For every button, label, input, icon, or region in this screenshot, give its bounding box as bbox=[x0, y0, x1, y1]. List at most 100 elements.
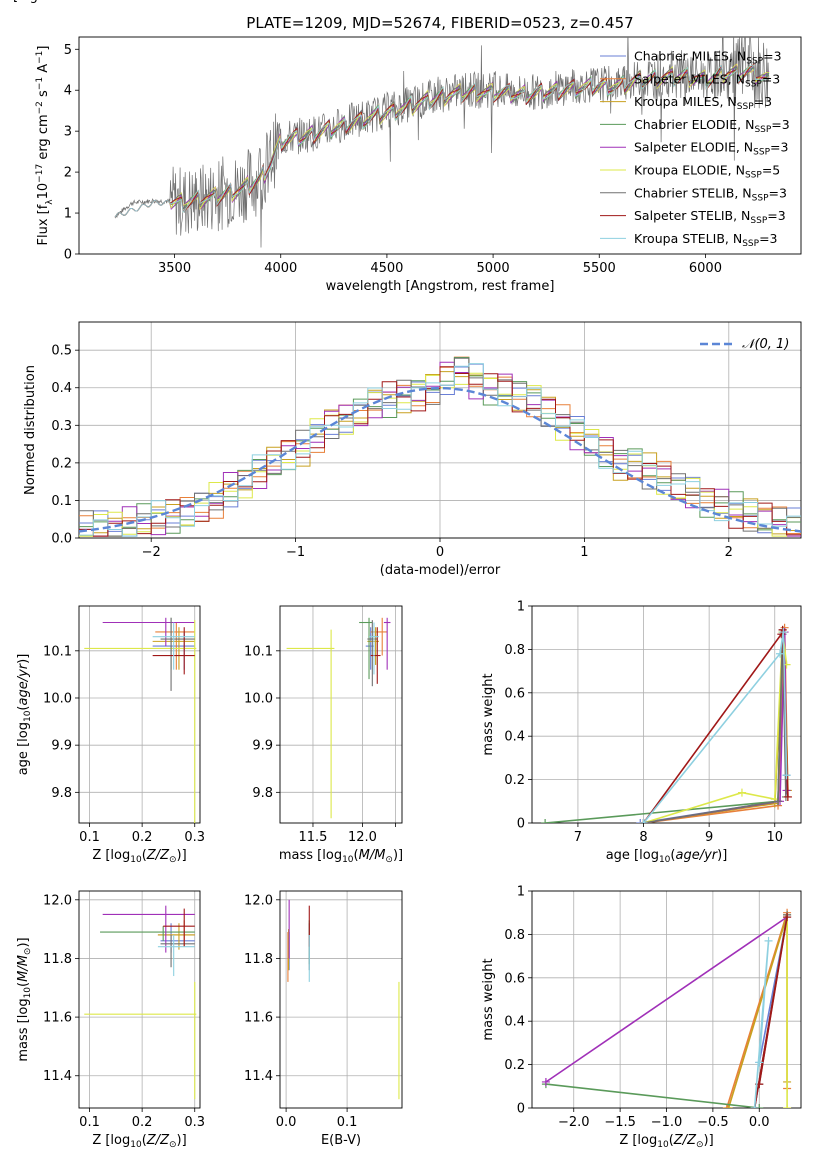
weight-marker bbox=[639, 819, 648, 823]
y-tick-label: 9.8 bbox=[51, 786, 72, 801]
x-tick-label: 0 bbox=[436, 545, 444, 560]
x-tick-label: 2 bbox=[725, 545, 733, 560]
y-tick-label: 2 bbox=[64, 166, 72, 181]
svg-text:Z [log: Z [log bbox=[0, 0, 38, 4]
histogram-salpeter-stelib bbox=[79, 366, 801, 537]
y-tick-label: 0 bbox=[517, 1102, 525, 1117]
residual-plot-area bbox=[79, 356, 801, 537]
y-tick-label: 11.6 bbox=[43, 1011, 72, 1026]
y-tick-label: 1 bbox=[517, 600, 525, 615]
y-tick-label: 0.6 bbox=[504, 971, 525, 986]
weight-marker bbox=[776, 649, 785, 658]
weight-marker bbox=[755, 1104, 764, 1108]
errorbar-kroupa-stelib bbox=[157, 934, 195, 977]
errorbar-salpeter-elodie bbox=[383, 617, 391, 670]
x-tick-label: −2 bbox=[142, 545, 161, 560]
errorbar-kroupa-miles bbox=[157, 923, 195, 950]
x-tick-label: 0.0 bbox=[276, 1115, 297, 1130]
weight-marker bbox=[783, 792, 792, 801]
y-tick-label: 0.2 bbox=[51, 456, 72, 471]
y-tick-label: 9.8 bbox=[252, 786, 273, 801]
errorbar-salpeter-miles bbox=[155, 622, 195, 670]
y-tick-label: 0.4 bbox=[51, 381, 72, 396]
y-tick-label: 11.6 bbox=[244, 1011, 273, 1026]
y-axis-label: mass weight bbox=[481, 958, 496, 1040]
y-axis-label: mass weight bbox=[481, 673, 496, 755]
weight-marker bbox=[722, 1104, 731, 1108]
y-tick-label: 0.5 bbox=[51, 344, 72, 359]
weight-line-kroupa-miles bbox=[727, 914, 788, 1108]
x-tick-label: 0.1 bbox=[337, 1115, 358, 1130]
panel-residuals: −2 −1 0 1 2 0.0 0.1 0.2 0.3 0.4 0.5 𝒩(0, 1) (data-mo… bbox=[23, 321, 802, 578]
panel-age-vs-mass: 11.5 12.0 9.8 9.9 10.0 10.1 mass [log10(M/M⊙)] bbox=[244, 605, 403, 865]
y-tick-label: 9.9 bbox=[51, 739, 72, 754]
errorbar-kroupa-elodie bbox=[286, 629, 335, 819]
x-axis-label: Z [log10(Z/Z⊙)] bbox=[92, 848, 186, 865]
x-axis-label: mass [log10(M/M⊙)] bbox=[279, 848, 403, 865]
x-tick-label: 0.2 bbox=[132, 1115, 153, 1130]
legend-label-chabrier-stelib: Chabrier STELIB, NSSP=3 bbox=[634, 185, 787, 203]
model-line-kroupa-elodie bbox=[114, 63, 770, 218]
weight-marker bbox=[764, 936, 773, 945]
legend-label-chabrier-elodie: Chabrier ELODIE, NSSP=3 bbox=[634, 117, 790, 135]
y-tick-label: 0.8 bbox=[504, 928, 525, 943]
x-tick-label: 4500 bbox=[370, 261, 403, 276]
weight-line-salpeter-elodie bbox=[545, 916, 788, 1083]
weight-line-chabrier-stelib bbox=[643, 629, 787, 823]
axes-frame bbox=[531, 890, 802, 1109]
weight-marker bbox=[737, 788, 746, 797]
legend-label-gaussian: 𝒩(0, 1) bbox=[742, 337, 789, 352]
y-tick-label: 0 bbox=[517, 817, 525, 832]
errorbar-chabrier-elodie bbox=[100, 926, 195, 941]
y-tick-label: 12.0 bbox=[244, 893, 273, 908]
model-line-kroupa-stelib bbox=[114, 64, 770, 218]
x-tick-label: 4000 bbox=[264, 261, 297, 276]
x-tick-label: 10 bbox=[766, 830, 783, 845]
panel-mass-vs-z: 0.1 0.2 0.3 11.4 11.6 11.8 12.0 Z [log10(Z/Z⊙)]… bbox=[16, 890, 205, 1150]
axes-frame bbox=[78, 605, 201, 824]
y-tick-label: 0.4 bbox=[504, 730, 525, 745]
y-tick-label: 11.4 bbox=[43, 1069, 72, 1084]
weight-line-salpeter-stelib bbox=[642, 629, 789, 823]
x-tick-label: 7 bbox=[574, 830, 582, 845]
weight-plot-area bbox=[541, 908, 792, 1108]
weight-line-chabrier-miles bbox=[640, 634, 788, 823]
y-tick-label: 0 bbox=[64, 248, 72, 263]
x-tick-label: 5000 bbox=[477, 261, 510, 276]
y-tick-label: 4 bbox=[64, 84, 72, 99]
y-tick-label: 0.1 bbox=[51, 494, 72, 509]
x-tick-label: 1 bbox=[580, 545, 588, 560]
y-tick-label: 1 bbox=[64, 207, 72, 222]
errorbar-salpeter-elodie bbox=[102, 905, 195, 953]
panel-spectrum: 3500 4000 4500 5000 5500 6000 0 1 2 3 4 5 wavelength… bbox=[35, 36, 802, 294]
legend-label-salpeter-elodie: Salpeter ELODIE, NSSP=3 bbox=[634, 140, 788, 158]
y-tick-label: 12.0 bbox=[43, 893, 72, 908]
legend-label-chabrier-miles: Chabrier MILES, NSSP=3 bbox=[634, 49, 782, 67]
x-axis-label: Z [log10(Z/Z⊙)] bbox=[619, 1133, 713, 1150]
weight-marker bbox=[783, 913, 792, 922]
legend-label-kroupa-elodie: Kroupa ELODIE, NSSP=5 bbox=[634, 163, 780, 181]
errorbar-salpeter-stelib bbox=[163, 908, 195, 947]
weight-marker bbox=[774, 797, 783, 806]
x-tick-label: 0.1 bbox=[79, 830, 100, 845]
errorbar-chabrier-stelib bbox=[160, 617, 195, 691]
weight-plot-area bbox=[541, 623, 792, 823]
x-tick-label: 6000 bbox=[689, 261, 722, 276]
y-axis-label: age [log10(age/yr)] bbox=[16, 654, 33, 776]
errorbar-area bbox=[286, 617, 391, 819]
weight-line-chabrier-elodie bbox=[545, 1083, 760, 1108]
y-tick-label: 0.0 bbox=[51, 532, 72, 547]
x-tick-label: 5500 bbox=[583, 261, 616, 276]
x-axis-label: (data-model)/error bbox=[380, 563, 501, 578]
x-tick-label: −2.0 bbox=[558, 1115, 590, 1130]
y-tick-label: 0.2 bbox=[504, 1058, 525, 1073]
x-tick-label: 0.2 bbox=[132, 830, 153, 845]
errorbar-chabrier-elodie bbox=[155, 617, 195, 670]
weight-marker bbox=[783, 1104, 792, 1108]
panel-mass-vs-ebv: 0.0 0.1 11.4 11.6 11.8 12.0 E(B-V) bbox=[244, 890, 403, 1148]
errorbar-chabrier-stelib bbox=[367, 620, 378, 687]
y-tick-label: 0.4 bbox=[504, 1015, 525, 1030]
legend-label-kroupa-stelib: Kroupa STELIB, NSSP=3 bbox=[634, 231, 778, 249]
spectrum-plot-area bbox=[114, 37, 770, 248]
x-tick-label: 11.5 bbox=[298, 830, 327, 845]
